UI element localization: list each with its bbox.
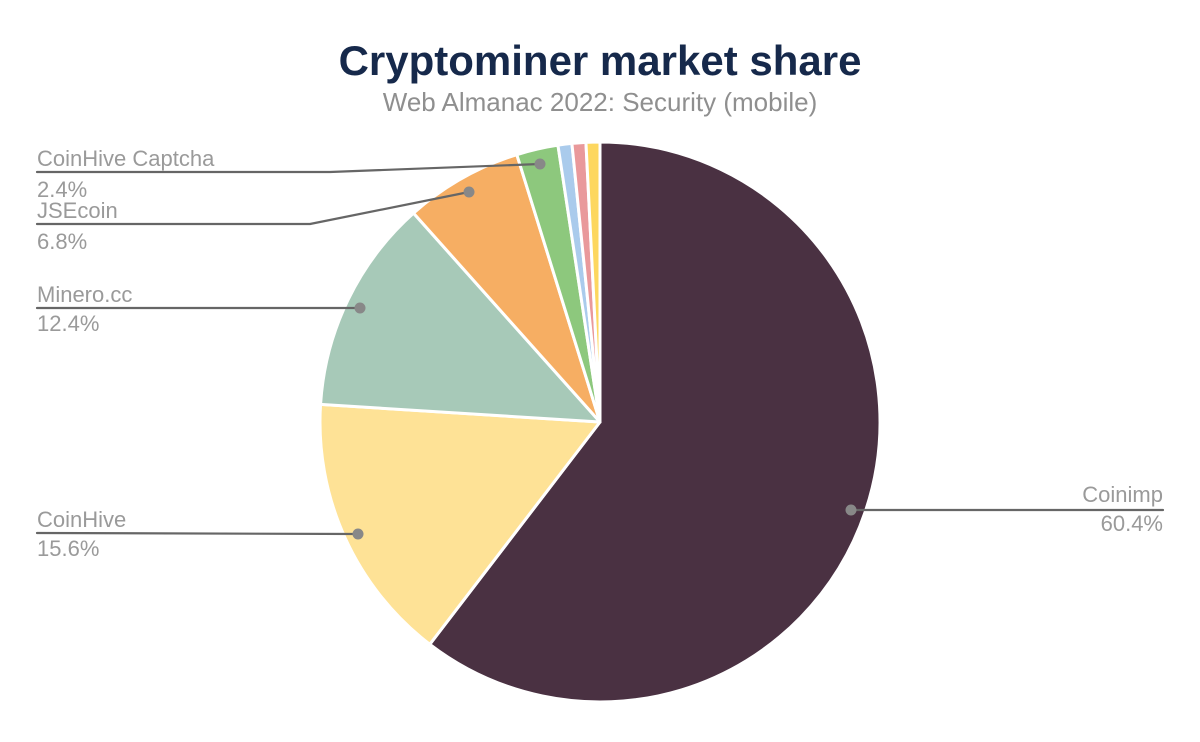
- callout-label: CoinHive: [37, 507, 126, 532]
- chart-subtitle: Web Almanac 2022: Security (mobile): [383, 87, 818, 117]
- pie: [318, 140, 882, 704]
- pie-slice-unlabeled: [584, 140, 602, 424]
- leader-dot: [463, 186, 475, 198]
- callout-value: 60.4%: [1101, 511, 1163, 536]
- leader-dot: [352, 528, 364, 540]
- callout-label: Minero.cc: [37, 282, 132, 307]
- callout-label: Coinimp: [1082, 482, 1163, 507]
- callout-coinimp: Coinimp 60.4%: [845, 482, 1165, 536]
- callout-label: JSEcoin: [37, 198, 118, 223]
- leader-line: [35, 162, 542, 174]
- pie-slice-coinhive: [318, 402, 602, 646]
- callout-value: 2.4%: [37, 177, 87, 202]
- callout-value: 12.4%: [37, 311, 99, 336]
- callout-label: CoinHive Captcha: [37, 146, 215, 171]
- callout-jsecoin: JSEcoin 6.8%: [35, 186, 475, 254]
- pie-slice-jsecoin: [412, 153, 602, 424]
- pie-slice-minero-cc: [319, 211, 602, 424]
- chart-title: Cryptominer market share: [339, 37, 862, 84]
- leader-line: [35, 531, 360, 536]
- leader-dot: [845, 504, 857, 516]
- pie-slice-coinimp: [428, 140, 882, 704]
- callout-coinhive-captcha: CoinHive Captcha 2.4%: [35, 146, 546, 202]
- leader-dot: [354, 302, 366, 314]
- leader-line: [35, 190, 471, 226]
- callout-minero-cc: Minero.cc 12.4%: [35, 282, 366, 336]
- callout-value: 6.8%: [37, 229, 87, 254]
- callout-coinhive: CoinHive 15.6%: [35, 507, 364, 561]
- callout-value: 15.6%: [37, 536, 99, 561]
- leader-dot: [534, 158, 546, 170]
